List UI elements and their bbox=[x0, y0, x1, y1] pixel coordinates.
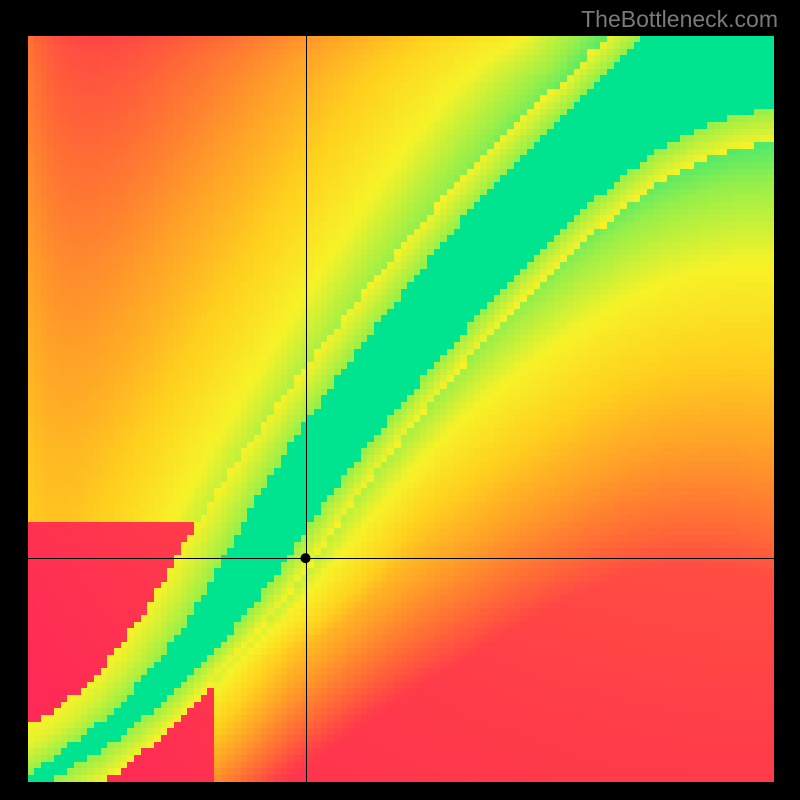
chart-container: { "meta": { "source_watermark": "TheBott… bbox=[0, 0, 800, 800]
watermark-text: TheBottleneck.com bbox=[581, 6, 778, 33]
bottleneck-heatmap bbox=[28, 36, 774, 782]
